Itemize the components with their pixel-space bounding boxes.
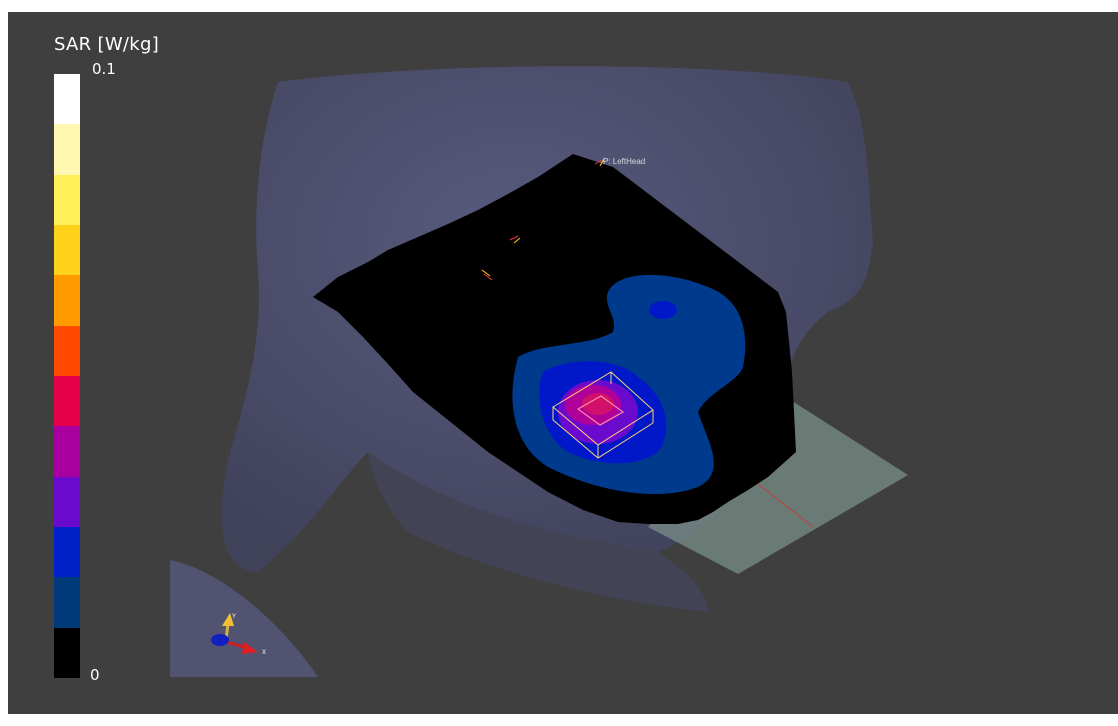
axis-y-label: Y <box>232 614 236 620</box>
colorbar-title: SAR [W/kg] <box>54 34 160 55</box>
colorbar-swatch <box>54 375 80 427</box>
colorbar-swatch <box>54 224 80 276</box>
colorbar-swatch <box>54 325 80 376</box>
colorbar-swatch <box>54 426 80 477</box>
colorbar-swatch <box>54 74 80 125</box>
sar-contour-peak <box>582 393 614 415</box>
colorbar-swatch <box>54 124 80 175</box>
zoom-scan-inner-box <box>576 395 625 426</box>
3d-viewport[interactable]: Y X P: LeftHead SAR [W/kg] 0.1 0 <box>8 12 1118 714</box>
colorbar-swatch <box>54 476 80 527</box>
colorbar-swatch <box>54 577 80 628</box>
sar-scene: Y X <box>170 66 908 677</box>
phantom-plate <box>648 392 908 574</box>
probe-position-label: P: LeftHead <box>603 157 646 166</box>
colorbar-swatch <box>54 627 80 678</box>
colorbar-swatch <box>54 275 80 326</box>
orientation-panel <box>170 560 318 677</box>
probe-markers <box>481 158 605 281</box>
colorbar-max-label: 0.1 <box>92 60 116 78</box>
orientation-axes-icon <box>211 613 258 654</box>
sar-colorbar <box>54 74 80 678</box>
colorbar-swatch <box>54 174 80 225</box>
plate-center-line <box>752 479 814 528</box>
zoom-scan-box <box>552 371 654 459</box>
colorbar-min-label: 0 <box>90 666 100 684</box>
axis-x-label: X <box>262 650 266 656</box>
colorbar-swatch <box>54 526 80 578</box>
head-lower-shade <box>368 452 708 612</box>
sar-contour-small-hotspot <box>649 301 677 319</box>
